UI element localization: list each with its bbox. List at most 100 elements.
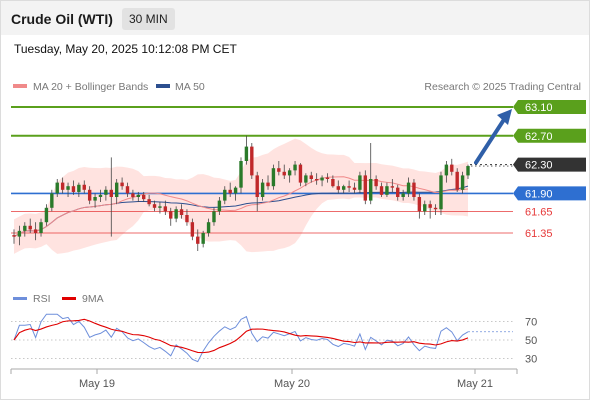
candle <box>347 180 351 192</box>
candle-body <box>379 186 384 195</box>
candle <box>466 164 470 179</box>
candle-body <box>44 207 49 223</box>
candle <box>439 171 443 215</box>
timeframe-badge[interactable]: 30 MIN <box>122 8 175 30</box>
candle <box>28 218 32 233</box>
candle <box>363 170 368 205</box>
legend-rsi: RSI <box>33 293 51 305</box>
candle <box>120 177 124 190</box>
candle-body <box>412 182 416 197</box>
candle-body <box>347 186 351 188</box>
candle <box>298 163 303 187</box>
candle <box>228 182 232 197</box>
candle-body <box>223 189 227 201</box>
candle-body <box>390 186 395 188</box>
candle-body <box>158 206 162 208</box>
candle <box>98 189 103 203</box>
candle-body <box>174 209 178 219</box>
candle-body <box>287 170 292 176</box>
candle-body <box>28 225 32 230</box>
candle-body <box>260 182 265 197</box>
candle <box>390 179 395 192</box>
time-tick-label: May 19 <box>79 378 115 390</box>
legend-ma50: MA 50 <box>175 81 205 93</box>
candle-body <box>77 184 81 192</box>
candle <box>77 182 81 197</box>
candle <box>244 135 249 165</box>
bollinger-fill <box>14 138 468 254</box>
level-label-63.10: 63.10 <box>525 102 553 114</box>
candle-body <box>39 222 43 233</box>
candle <box>385 182 389 197</box>
bollinger-band <box>14 138 468 254</box>
candle-body <box>196 236 200 244</box>
level-label-61.65: 61.65 <box>525 206 553 218</box>
candle <box>423 200 427 215</box>
candle <box>271 164 276 190</box>
candle <box>331 175 335 188</box>
level-tag-63.10 <box>513 100 586 114</box>
rsi-tick-label: 70 <box>525 317 537 329</box>
candle <box>17 225 22 246</box>
candle-body <box>239 161 243 188</box>
candle <box>336 180 340 194</box>
candle-body <box>60 182 65 190</box>
candle <box>163 200 168 215</box>
candle-body <box>17 230 22 237</box>
candle <box>293 161 297 176</box>
candle <box>287 168 292 183</box>
levels <box>11 106 513 234</box>
candle-body <box>50 193 54 208</box>
candle-body <box>255 175 259 197</box>
candle <box>169 207 173 226</box>
candle <box>250 143 254 179</box>
candle <box>55 179 59 197</box>
candle-body <box>309 175 313 179</box>
candle <box>379 182 384 197</box>
candle-body <box>142 194 146 200</box>
candle-body <box>428 204 432 208</box>
candle <box>23 222 27 237</box>
candle <box>104 186 108 201</box>
candle-body <box>109 189 113 197</box>
candle <box>277 161 281 176</box>
candle <box>266 175 270 190</box>
candle-body <box>304 175 308 183</box>
candle-body <box>33 229 38 233</box>
candle-body <box>190 222 195 237</box>
candle-body <box>136 194 141 197</box>
candle-body <box>320 177 324 181</box>
candle-body <box>331 179 335 187</box>
candle <box>109 157 113 237</box>
candle <box>455 168 459 192</box>
level-label-61.35: 61.35 <box>525 228 553 240</box>
candle <box>114 179 119 205</box>
candle <box>93 193 97 208</box>
level-label-62.30: 62.30 <box>525 160 553 172</box>
candle <box>136 191 141 203</box>
candle-body <box>93 197 97 201</box>
level-labels: 63.10 62.70 62.30 61.90 61.65 61.35 <box>513 100 586 240</box>
candle-body <box>439 175 443 210</box>
candle-body <box>120 182 124 187</box>
candle <box>401 189 405 201</box>
candle-body <box>433 207 438 210</box>
candle <box>450 158 454 176</box>
candle <box>282 164 286 179</box>
candle-body <box>369 179 373 201</box>
candle <box>358 171 362 194</box>
candle <box>125 182 130 197</box>
candle <box>87 186 92 205</box>
candle-body <box>104 189 108 195</box>
candle-body <box>396 187 400 197</box>
candle <box>60 177 65 194</box>
candle-body <box>444 164 449 176</box>
candle-body <box>66 186 70 190</box>
candle <box>433 204 438 215</box>
candle-body <box>114 182 119 197</box>
forecast-arrow <box>474 109 512 165</box>
candle <box>412 179 416 201</box>
candle <box>314 173 319 185</box>
candle-body <box>228 189 232 194</box>
candle-body <box>87 189 92 201</box>
